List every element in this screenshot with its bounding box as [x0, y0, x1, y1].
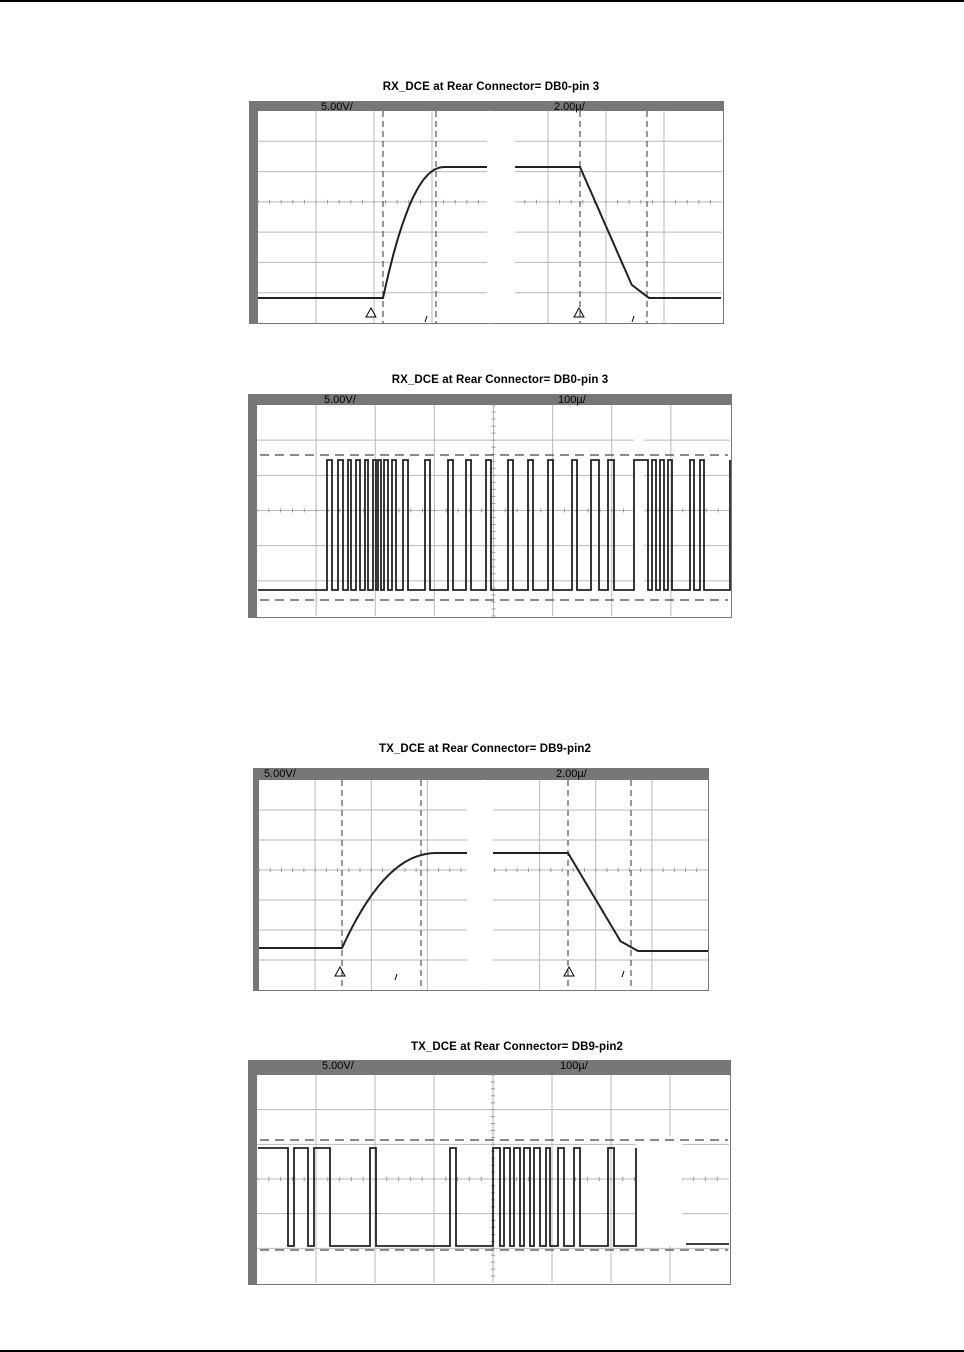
- trigger-marker-right: [563, 965, 575, 977]
- figure-1-time-label: 2.00µ/: [554, 101, 585, 113]
- screen-gap: [636, 1136, 682, 1246]
- trigger-marker-left: [365, 306, 377, 318]
- trigger-marker-right: [573, 306, 585, 318]
- panel-gap: [467, 780, 493, 990]
- tx-falling-edge-trace: [493, 852, 708, 952]
- figure-2-scope: 5.00V/ 100µ/: [248, 394, 732, 618]
- figure-1-scope: 5.00V/ 2.00µ/: [249, 101, 724, 324]
- tick-mark: [424, 315, 428, 323]
- tick-mark: [394, 973, 398, 981]
- tx-rising-edge-trace: [259, 852, 467, 949]
- header-rule: [0, 0, 964, 2]
- figure-4-caption: TX_DCE at Rear Connector= DB9-pin2: [410, 1041, 624, 1053]
- tx-pulse-train-trace: [258, 1147, 637, 1247]
- figure-3-volts-label: 5.00V/: [264, 768, 296, 780]
- footer-rule: [0, 1350, 964, 1352]
- rx-pulse-train-trace: [258, 459, 731, 591]
- scope-grid: [256, 404, 731, 617]
- figure-2-caption: RX_DCE at Rear Connector= DB0-pin 3: [391, 374, 609, 386]
- tick-mark: [631, 315, 635, 323]
- figure-1-caption: RX_DCE at Rear Connector= DB0-pin 3: [382, 81, 600, 93]
- figure-4-volts-label: 5.00V/: [322, 1060, 354, 1072]
- figure-1-volts-label: 5.00V/: [321, 101, 353, 113]
- tick-mark: [621, 970, 625, 978]
- rx-rising-edge-trace: [258, 166, 487, 299]
- figure-3-caption: TX_DCE at Rear Connector= DB9-pin2: [378, 743, 592, 755]
- figure-2-volts-label: 5.00V/: [324, 394, 356, 406]
- figure-2-time-label: 100µ/: [558, 394, 586, 406]
- figure-4-time-label: 100µ/: [560, 1060, 588, 1072]
- screen-gap: [634, 432, 644, 604]
- figure-4-scope: 5.00V/ 100µ/: [248, 1060, 731, 1285]
- trigger-marker-left: [334, 965, 346, 977]
- figure-3-time-label: 2.00µ/: [556, 768, 587, 780]
- rx-falling-edge-trace: [515, 166, 721, 299]
- figure-3-scope: 5.00V/ 2.00µ/: [253, 768, 709, 991]
- panel-gap: [487, 111, 515, 323]
